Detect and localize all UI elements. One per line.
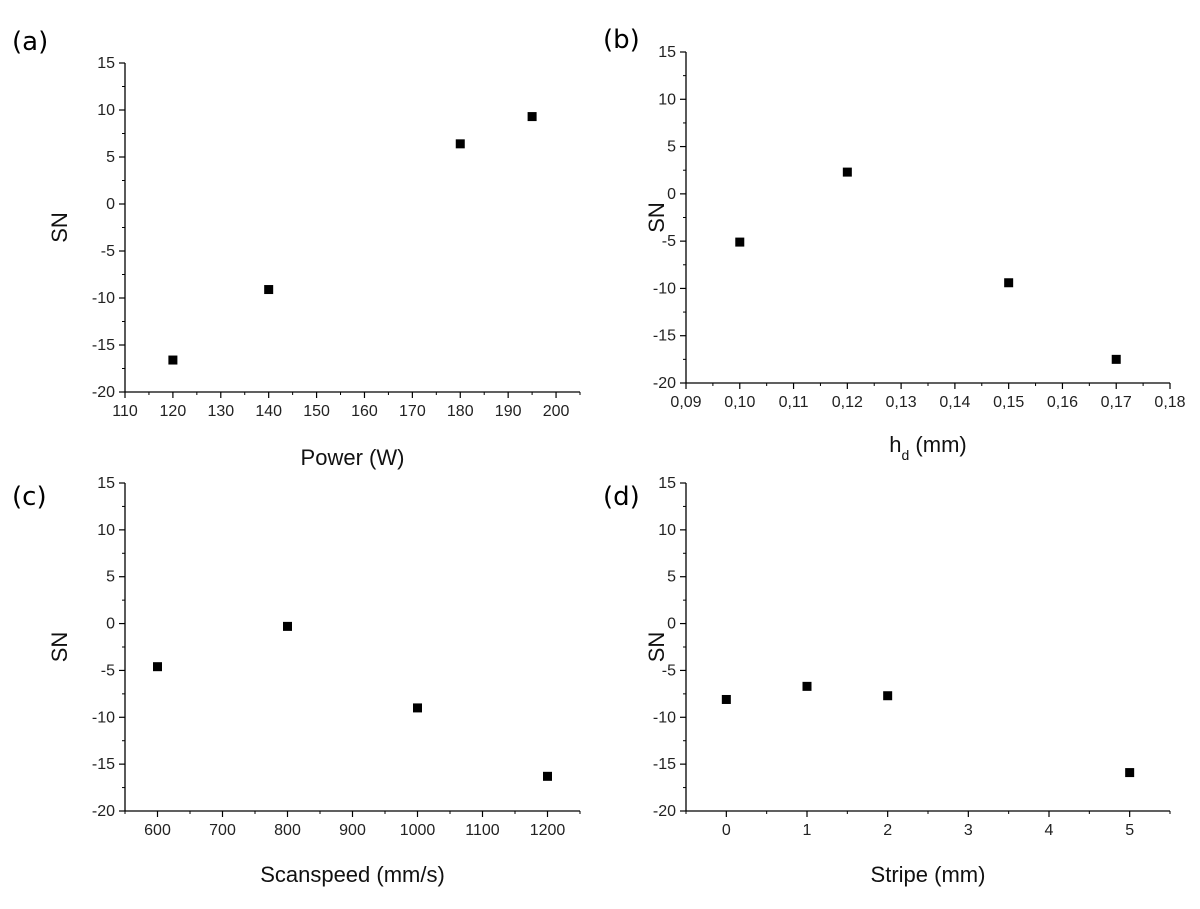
x-axis-title: Scanspeed (mm/s): [260, 862, 445, 887]
y-tick-label: -10: [653, 280, 676, 297]
y-axis-title: SN: [644, 632, 669, 663]
data-point: [168, 355, 178, 365]
x-tick-label: 1100: [465, 822, 500, 839]
x-axis-title: Power (W): [301, 445, 405, 470]
data-point: [883, 691, 893, 701]
x-tick-label: 180: [447, 403, 474, 420]
x-tick-label: 170: [399, 403, 426, 420]
x-tick-label: 130: [207, 403, 234, 420]
y-tick-label: 10: [97, 522, 115, 539]
data-point: [1111, 354, 1121, 364]
x-tick-label: 0,11: [779, 394, 809, 411]
panel-label: (c): [12, 482, 47, 512]
x-tick-label: 140: [255, 403, 282, 420]
y-tick-label: -10: [92, 709, 115, 726]
y-axis-title: SN: [47, 632, 72, 663]
y-tick-label: -5: [101, 243, 115, 260]
x-tick-label: 0: [722, 822, 731, 839]
x-tick-label: 190: [495, 403, 522, 420]
y-tick-label: 5: [667, 569, 676, 586]
y-tick-label: 15: [658, 44, 676, 61]
x-tick-label: 600: [144, 822, 171, 839]
y-tick-label: -5: [101, 662, 115, 679]
data-point: [721, 694, 731, 704]
x-tick-label: 700: [209, 822, 236, 839]
data-point: [802, 681, 812, 691]
x-tick-label: 0,10: [724, 394, 755, 411]
y-tick-label: -10: [92, 290, 115, 307]
y-tick-label: 5: [106, 149, 115, 166]
x-tick-label: 3: [964, 822, 973, 839]
y-tick-label: 10: [97, 102, 115, 119]
y-tick-label: -15: [92, 756, 115, 773]
y-tick-label: 15: [658, 475, 676, 492]
x-axis-title: Stripe (mm): [871, 862, 986, 887]
x-tick-label: 2: [883, 822, 892, 839]
x-tick-label: 5: [1125, 822, 1134, 839]
data-point: [283, 621, 292, 631]
y-tick-label: 10: [658, 91, 676, 108]
x-tick-label: 0,09: [670, 394, 701, 411]
y-tick-label: -10: [653, 709, 676, 726]
y-tick-label: -15: [653, 756, 676, 773]
data-point: [543, 771, 552, 781]
y-tick-label: -5: [662, 233, 676, 250]
x-tick-label: 1200: [530, 822, 566, 839]
x-tick-label: 0,12: [832, 394, 863, 411]
x-tick-label: 0,15: [993, 394, 1024, 411]
x-tick-label: 4: [1045, 822, 1054, 839]
y-tick-label: -20: [653, 803, 676, 820]
data-point: [842, 167, 852, 177]
chart-panel: (b) -20 -15 -10 -5 0 5 10 15 0,09 0,10 0,11 0,12 0,13…: [603, 25, 1186, 463]
y-tick-label: 0: [667, 186, 676, 203]
data-point: [455, 139, 465, 149]
y-tick-label: -5: [662, 662, 676, 679]
y-tick-label: 10: [658, 522, 676, 539]
x-tick-label: 120: [160, 403, 187, 420]
y-tick-label: 15: [97, 475, 115, 492]
x-tick-label: 0,14: [939, 394, 970, 411]
x-tick-label: 900: [339, 822, 366, 839]
y-tick-label: 15: [97, 55, 115, 72]
panel-label: (a): [12, 27, 48, 57]
x-tick-label: 0,18: [1154, 394, 1185, 411]
y-tick-label: -20: [653, 375, 676, 392]
data-point: [1125, 768, 1135, 778]
x-tick-label: 160: [351, 403, 378, 420]
y-axis-title: SN: [644, 202, 669, 233]
y-tick-label: 5: [106, 569, 115, 586]
panel-label: (b): [603, 25, 640, 55]
y-tick-label: -20: [92, 384, 115, 401]
data-point: [527, 112, 537, 122]
panel-label: (d): [603, 482, 640, 512]
y-tick-label: -15: [653, 328, 676, 345]
y-tick-label: 0: [667, 616, 676, 633]
y-tick-label: -20: [92, 803, 115, 820]
x-tick-label: 0,16: [1047, 394, 1078, 411]
chart-panel: (d) -20 -15 -10 -5 0 5 10 15 0 1 2 3 4 5 Stripe (mm) SN: [603, 475, 1171, 887]
data-point: [735, 237, 745, 247]
data-point: [264, 285, 274, 295]
chart-panel: (c) -20 -15 -10 -5 0 5 10 15 600 700 800 900 1000 1100…: [12, 475, 581, 887]
x-tick-label: 0,17: [1101, 394, 1132, 411]
x-tick-label: 200: [543, 403, 570, 420]
data-point: [1004, 278, 1014, 288]
data-point: [153, 662, 162, 672]
x-axis-title: hd (mm): [889, 432, 966, 463]
x-tick-label: 1: [803, 822, 812, 839]
y-tick-label: 0: [106, 196, 115, 213]
x-tick-label: 0,13: [886, 394, 917, 411]
y-tick-label: 5: [667, 139, 676, 156]
x-tick-label: 800: [274, 822, 301, 839]
data-point: [413, 703, 422, 713]
x-tick-label: 150: [303, 403, 330, 420]
y-axis-title: SN: [47, 212, 72, 243]
y-tick-label: -15: [92, 337, 115, 354]
x-tick-label: 110: [112, 403, 138, 420]
chart-panel: (a) -20 -15 -10 -5 0 5 10 15 110 120 130 140 150 160 17…: [12, 27, 581, 470]
y-tick-label: 0: [106, 616, 115, 633]
x-tick-label: 1000: [400, 822, 436, 839]
